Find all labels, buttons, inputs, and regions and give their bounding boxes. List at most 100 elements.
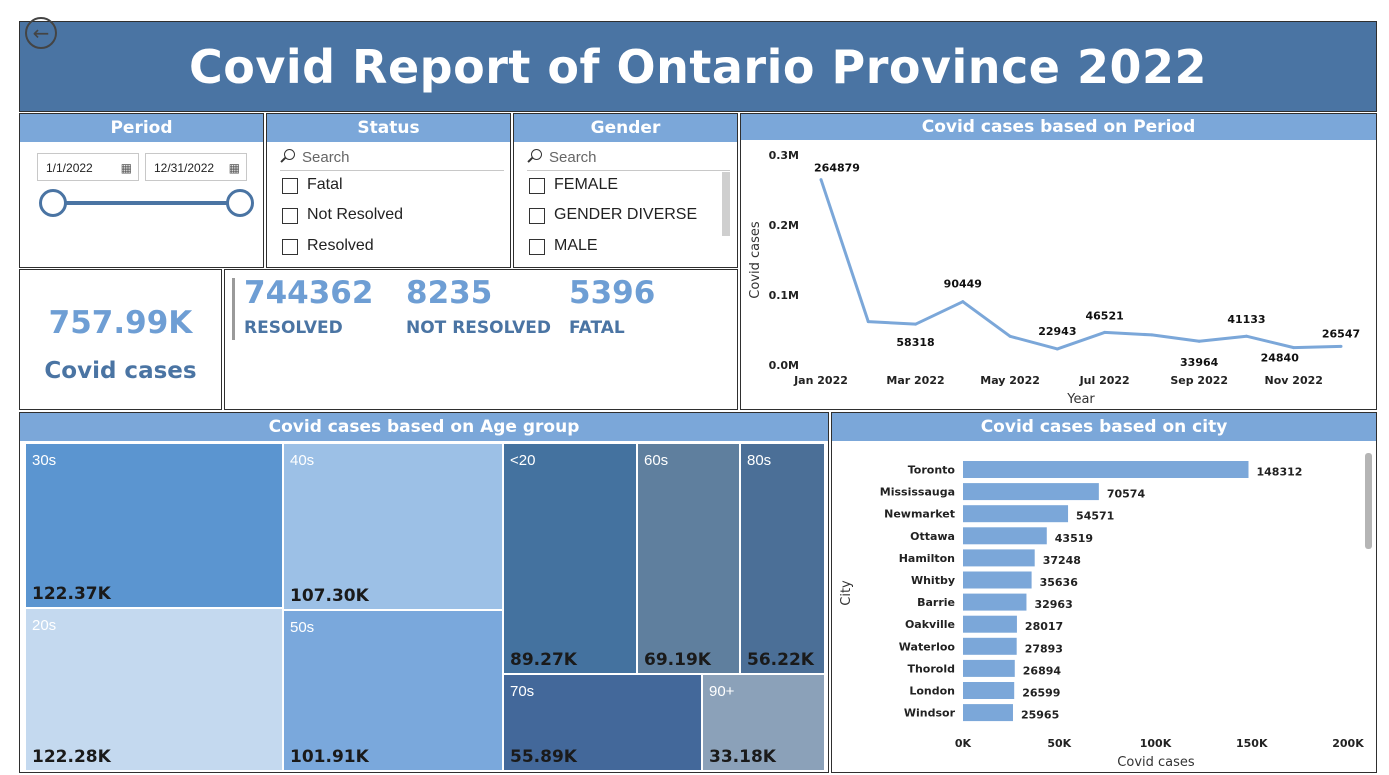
start-date-value: 1/1/2022 xyxy=(46,161,93,175)
title-bar: Covid Report of Ontario Province 2022 xyxy=(19,21,1377,112)
treemap-area: 30s 122.37K 20s 122.28K 40s 107.30K 50s 101.91K… xyxy=(25,443,825,771)
data-label: 264879 xyxy=(814,162,860,175)
city-bar xyxy=(963,483,1099,501)
line-point xyxy=(914,322,918,326)
x-tick-label: Nov 2022 xyxy=(1265,374,1323,387)
status-option-not-resolved[interactable]: Not Resolved xyxy=(282,206,482,230)
not-resolved-label: NOT RESOLVED xyxy=(406,318,551,338)
line-point xyxy=(866,320,870,324)
treemap-tile-20s[interactable]: 20s 122.28K xyxy=(25,608,283,771)
fatal-value: 5396 xyxy=(569,275,656,311)
city-chart-scrollbar[interactable] xyxy=(1365,453,1372,549)
treemap-tile-60s[interactable]: 60s 69.19K xyxy=(637,443,740,674)
status-option-fatal[interactable]: Fatal xyxy=(282,176,482,200)
gender-option-male[interactable]: MALE xyxy=(529,237,719,261)
treemap-tile-90[interactable]: 90+ 33.18K xyxy=(702,674,825,771)
line-point xyxy=(1150,333,1154,337)
city-label: Hamilton xyxy=(899,552,955,565)
treemap-tile-70s[interactable]: 70s 55.89K xyxy=(503,674,702,771)
date-slider-start-handle[interactable] xyxy=(39,189,67,217)
city-label: London xyxy=(909,685,955,698)
treemap-tile-40s[interactable]: 40s 107.30K xyxy=(283,443,503,610)
bar-value-label: 35636 xyxy=(1040,576,1079,589)
treemap-tile-label: 40s xyxy=(290,452,315,469)
status-option-resolved[interactable]: Resolved xyxy=(282,237,482,261)
city-bar xyxy=(963,615,1017,633)
total-cases-label: Covid cases xyxy=(44,358,197,384)
y-axis-title: City xyxy=(839,580,854,606)
calendar-icon[interactable]: ▦ xyxy=(228,161,240,175)
data-label: 24840 xyxy=(1261,352,1300,365)
data-label: 58318 xyxy=(896,336,934,349)
city-label: Ottawa xyxy=(910,530,955,543)
bar-value-label: 148312 xyxy=(1257,466,1303,479)
city-label: Newmarket xyxy=(884,508,955,521)
city-label: Toronto xyxy=(908,464,956,477)
bar-value-label: 54571 xyxy=(1076,510,1114,523)
city-bar xyxy=(963,659,1015,677)
x-axis-title: Covid cases xyxy=(1117,755,1195,770)
city-label: Whitby xyxy=(911,574,955,587)
checkbox[interactable] xyxy=(282,239,298,255)
data-label: 90449 xyxy=(944,278,982,291)
back-arrow-icon[interactable]: ← xyxy=(25,17,57,49)
status-search-input[interactable]: Search xyxy=(280,147,504,171)
end-date-input[interactable]: 12/31/2022 ▦ xyxy=(145,153,247,181)
calendar-icon[interactable]: ▦ xyxy=(120,161,132,175)
not-resolved-value: 8235 xyxy=(406,275,493,311)
y-tick-label: 0.3M xyxy=(769,149,799,162)
checkbox[interactable] xyxy=(282,178,298,194)
treemap-tile-30s[interactable]: 30s 122.37K xyxy=(25,443,283,608)
treemap-tile-label: 80s xyxy=(747,452,772,469)
period-chart-title: Covid cases based on Period xyxy=(741,114,1376,140)
city-label: Barrie xyxy=(917,596,955,609)
total-cases-card xyxy=(19,269,222,410)
line-point xyxy=(1339,344,1343,348)
bar-value-label: 32963 xyxy=(1034,598,1072,611)
date-slider-end-handle[interactable] xyxy=(226,189,254,217)
gender-scrollbar[interactable] xyxy=(722,172,730,236)
search-icon xyxy=(531,149,542,160)
treemap-tile-50s[interactable]: 50s 101.91K xyxy=(283,610,503,771)
cases-line xyxy=(819,179,1342,351)
treemap-tile-20[interactable]: <20 89.27K xyxy=(503,443,637,674)
treemap-tile-label: 20s xyxy=(32,617,57,634)
bar-value-label: 26599 xyxy=(1022,687,1060,700)
treemap-tile-value: 107.30K xyxy=(290,586,369,606)
x-tick-label: Mar 2022 xyxy=(886,374,944,387)
gender-header: Gender xyxy=(514,114,737,142)
gender-option-gender-diverse[interactable]: GENDER DIVERSE xyxy=(529,206,719,230)
treemap-tile-label: <20 xyxy=(510,452,536,469)
bar-value-label: 43519 xyxy=(1055,532,1093,545)
line-point xyxy=(961,300,965,304)
start-date-input[interactable]: 1/1/2022 ▦ xyxy=(37,153,139,181)
line-point xyxy=(1197,339,1201,343)
x-tick-label: 0K xyxy=(955,737,972,750)
checkbox[interactable] xyxy=(529,239,545,255)
status-header: Status xyxy=(267,114,510,142)
y-tick-label: 0.1M xyxy=(769,289,799,302)
gender-search-input[interactable]: Search xyxy=(527,147,730,171)
search-icon xyxy=(284,149,295,160)
bar-value-label: 25965 xyxy=(1021,709,1059,722)
treemap-tile-label: 30s xyxy=(32,452,57,469)
line-chart-svg: 0.0M 0.1M 0.2M 0.3M Jan 2022 Mar 2022 May 2022… xyxy=(748,149,1360,407)
report-title: Covid Report of Ontario Province 2022 xyxy=(189,39,1207,94)
treemap-tile-label: 90+ xyxy=(709,683,735,700)
data-label: 33964 xyxy=(1180,356,1219,369)
checkbox[interactable] xyxy=(529,208,545,224)
status-kpi-card xyxy=(224,269,738,410)
date-range-slider-track[interactable] xyxy=(52,201,240,205)
data-label: 26547 xyxy=(1322,327,1360,340)
data-label: 41133 xyxy=(1227,313,1265,326)
checkbox[interactable] xyxy=(529,178,545,194)
line-point xyxy=(819,178,823,182)
status-search-placeholder: Search xyxy=(302,149,350,166)
gender-option-female[interactable]: FEMALE xyxy=(529,176,719,200)
city-label: Thorold xyxy=(907,662,955,675)
treemap-tile-value: 69.19K xyxy=(644,650,711,670)
period-line-chart: Covid cases based on Period 0.0M 0.1M 0.2M… xyxy=(740,113,1377,410)
checkbox[interactable] xyxy=(282,208,298,224)
treemap-tile-80s[interactable]: 80s 56.22K xyxy=(740,443,825,674)
treemap-tile-value: 89.27K xyxy=(510,650,577,670)
